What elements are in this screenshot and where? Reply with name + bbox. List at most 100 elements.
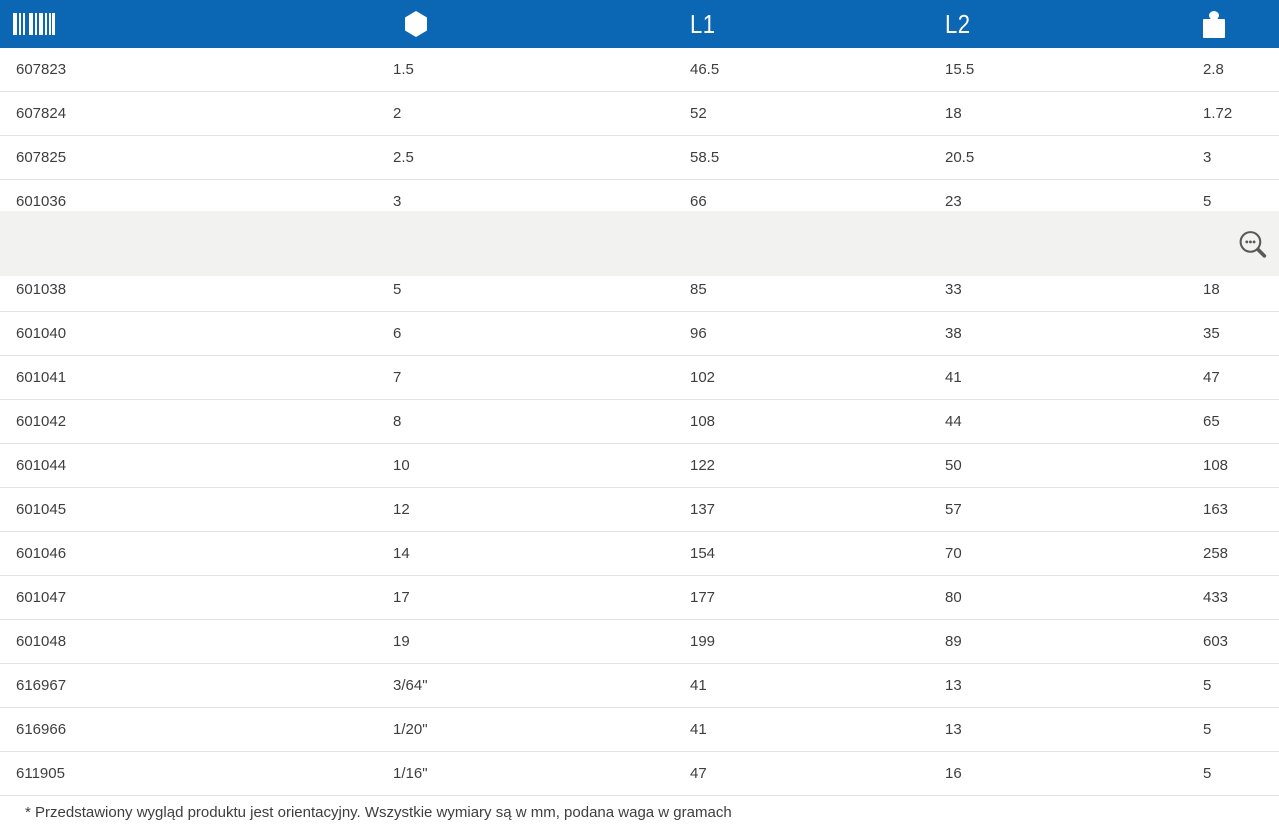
cell-l1: 66: [690, 193, 707, 210]
cell-weight: 65: [1203, 413, 1220, 430]
table-row[interactable]: 601044 10 122 50 108: [0, 444, 1279, 488]
cell-size: 3: [393, 193, 402, 210]
cell-weight: 35: [1203, 325, 1220, 342]
weight-icon: [1203, 10, 1225, 38]
cell-l2: 38: [945, 325, 962, 342]
col-header-weight: [1187, 10, 1279, 38]
cell-size: 12: [393, 501, 410, 518]
cell-l2: 13: [945, 721, 962, 738]
table-row[interactable]: 607824 2 52 18 1.72: [0, 92, 1279, 136]
cell-l2: 70: [945, 545, 962, 562]
row-hover-overlay: [0, 211, 1279, 276]
cell-code: 616967: [16, 677, 67, 694]
cell-size: 3/64": [393, 677, 428, 694]
table-row[interactable]: 607823 1.5 46.5 15.5 2.8: [0, 48, 1279, 92]
table-row[interactable]: 601047 17 177 80 433: [0, 576, 1279, 620]
l2-label: L2: [945, 8, 971, 39]
spec-table-header: L1 L2: [0, 0, 1279, 48]
cell-weight: 5: [1203, 765, 1212, 782]
table-body: 607823 1.5 46.5 15.5 2.8 607824 2 52 18 1.72 60782…: [0, 48, 1279, 796]
cell-weight: 5: [1203, 677, 1212, 694]
table-row[interactable]: 616967 3/64" 41 13 5: [0, 664, 1279, 708]
cell-weight: 5: [1203, 193, 1212, 210]
table-row[interactable]: 601045 12 137 57 163: [0, 488, 1279, 532]
barcode-icon: [13, 13, 55, 35]
cell-l1: 137: [690, 501, 716, 518]
cell-code: 601041: [16, 369, 67, 386]
cell-size: 17: [393, 589, 410, 606]
cell-weight: 5: [1203, 721, 1212, 738]
cell-l2: 23: [945, 193, 962, 210]
cell-weight: 2.8: [1203, 61, 1224, 78]
cell-size: 10: [393, 457, 410, 474]
cell-weight: 47: [1203, 369, 1220, 386]
cell-code: 601045: [16, 501, 67, 518]
col-header-size: [377, 11, 674, 37]
table-row[interactable]: 616966 1/20" 41 13 5: [0, 708, 1279, 752]
cell-weight: 18: [1203, 281, 1220, 298]
table-row[interactable]: 607825 2.5 58.5 20.5 3: [0, 136, 1279, 180]
table-row[interactable]: 601040 6 96 38 35: [0, 312, 1279, 356]
cell-code: 601048: [16, 633, 67, 650]
table-row[interactable]: 601046 14 154 70 258: [0, 532, 1279, 576]
cell-l1: 177: [690, 589, 716, 606]
cell-code: 601044: [16, 457, 67, 474]
cell-code: 601040: [16, 325, 67, 342]
table-row[interactable]: 601042 8 108 44 65: [0, 400, 1279, 444]
cell-l1: 41: [690, 721, 707, 738]
cell-l1: 41: [690, 677, 707, 694]
cell-l1: 47: [690, 765, 707, 782]
cell-l2: 20.5: [945, 149, 975, 166]
cell-l1: 85: [690, 281, 707, 298]
cell-l1: 199: [690, 633, 716, 650]
cell-code: 611905: [16, 765, 65, 782]
cell-l1: 46.5: [690, 61, 720, 78]
cell-weight: 433: [1203, 589, 1229, 606]
cell-code: 601038: [16, 281, 67, 298]
cell-size: 8: [393, 413, 402, 430]
cell-code: 616966: [16, 721, 67, 738]
cell-code: 601047: [16, 589, 67, 606]
cell-code: 607824: [16, 105, 67, 122]
cell-size: 1/20": [393, 721, 428, 738]
cell-size: 7: [393, 369, 402, 386]
cell-l2: 80: [945, 589, 962, 606]
cell-l1: 154: [690, 545, 716, 562]
cell-l1: 52: [690, 105, 707, 122]
cell-l1: 58.5: [690, 149, 720, 166]
table-row[interactable]: 611905 1/16" 47 16 5: [0, 752, 1279, 796]
cell-l1: 122: [690, 457, 716, 474]
cell-size: 2.5: [393, 149, 414, 166]
col-header-l2: L2: [929, 9, 1187, 40]
cell-size: 1.5: [393, 61, 414, 78]
cell-size: 2: [393, 105, 402, 122]
table-row[interactable]: 601048 19 199 89 603: [0, 620, 1279, 664]
cell-size: 19: [393, 633, 410, 650]
col-header-code: [0, 13, 377, 35]
cell-l2: 18: [945, 105, 962, 122]
cell-weight: 108: [1203, 457, 1229, 474]
cell-l1: 108: [690, 413, 716, 430]
table-row[interactable]: 601041 7 102 41 47: [0, 356, 1279, 400]
cell-l1: 102: [690, 369, 716, 386]
cell-size: 5: [393, 281, 402, 298]
cell-code: 601036: [16, 193, 67, 210]
cell-weight: 163: [1203, 501, 1229, 518]
cell-l2: 16: [945, 765, 962, 782]
cell-l1: 96: [690, 325, 707, 342]
cell-l2: 89: [945, 633, 962, 650]
cell-code: 607825: [16, 149, 67, 166]
cell-l2: 13: [945, 677, 962, 694]
col-header-l1: L1: [674, 9, 929, 40]
cell-size: 14: [393, 545, 410, 562]
cell-l2: 41: [945, 369, 962, 386]
cell-weight: 603: [1203, 633, 1229, 650]
cell-size: 6: [393, 325, 402, 342]
cell-weight: 258: [1203, 545, 1229, 562]
l1-label: L1: [690, 8, 716, 39]
dimensions-footnote: * Przedstawiony wygląd produktu jest ori…: [0, 796, 1279, 828]
cell-code: 601046: [16, 545, 67, 562]
magnifier-dots-icon[interactable]: [1237, 228, 1268, 259]
cell-code: 601042: [16, 413, 67, 430]
